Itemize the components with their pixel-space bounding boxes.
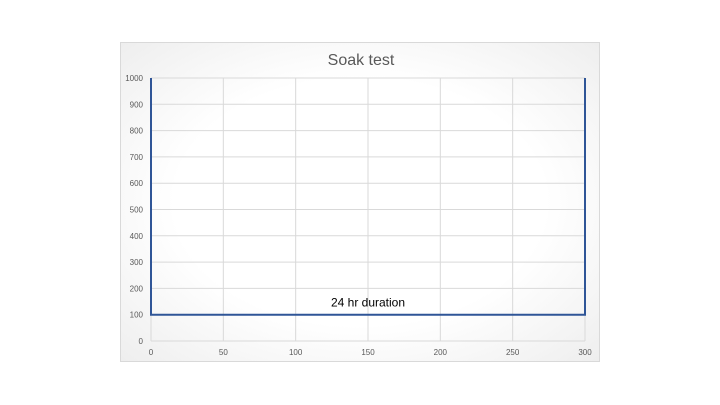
y-tick-label: 200 (130, 284, 144, 293)
y-axis: 0 100 200 300 400 500 600 700 800 900 1000 (125, 74, 143, 346)
series-group (150, 78, 586, 316)
y-tick-label: 400 (130, 232, 144, 241)
y-tick-label: 1000 (125, 74, 143, 83)
line-chart: Soak test 010020030040050060070080090010… (125, 52, 592, 357)
duration-annotation: 24 hr duration (331, 296, 405, 310)
x-tick-label: 200 (434, 348, 448, 357)
y-tick-label: 0 (139, 337, 144, 346)
x-tick-label: 150 (361, 348, 375, 357)
x-tick-label: 0 (149, 348, 154, 357)
x-tick-label: 50 (219, 348, 228, 357)
y-tick-label: 600 (130, 179, 144, 188)
y-tick-label: 900 (130, 100, 144, 109)
x-tick-label: 100 (289, 348, 303, 357)
y-tick-label: 700 (130, 153, 144, 162)
series-line (150, 78, 586, 316)
chart-title: Soak test (328, 52, 395, 69)
y-tick-label: 100 (130, 311, 144, 320)
annotations: 24 hr duration (331, 296, 405, 310)
x-tick-label: 300 (578, 348, 592, 357)
y-tick-label: 500 (130, 206, 144, 215)
x-axis: 0 50 100 150 200 250 300 (149, 348, 592, 357)
chart-area: Soak test 0 100 200 300 400 500 600 700 800 900 10… (120, 42, 600, 362)
y-tick-label: 300 (130, 258, 144, 267)
x-tick-label: 250 (506, 348, 520, 357)
y-tick-label: 800 (130, 127, 144, 136)
